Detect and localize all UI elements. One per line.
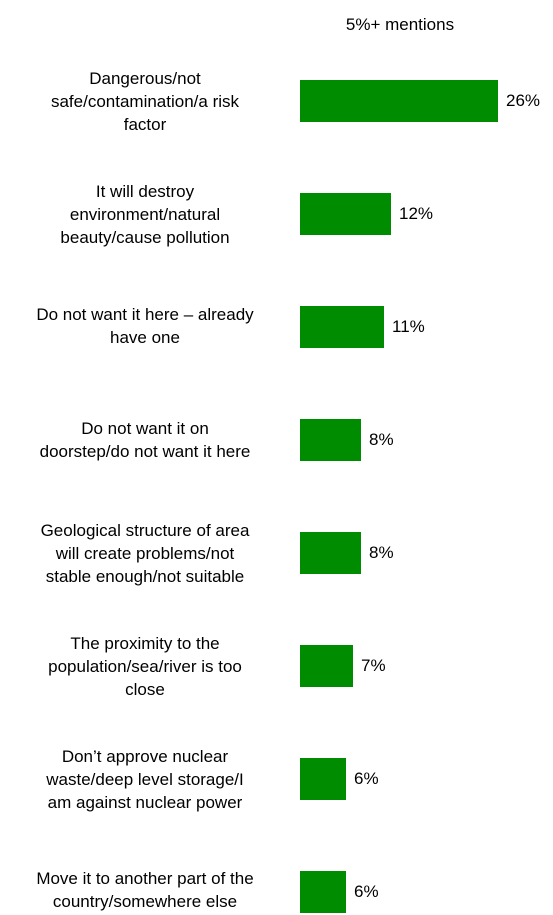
bar-value-label: 8% [369, 430, 394, 449]
bar-value-label: 11% [392, 317, 425, 336]
bar [300, 871, 346, 913]
bar [300, 306, 384, 348]
bar [300, 645, 353, 687]
bar [300, 80, 498, 122]
category-label: Do not want it on doorstep/do not want it… [39, 419, 251, 461]
bar [300, 758, 346, 800]
bar-value-label: 12% [399, 204, 434, 223]
bar-value-label: 26% [506, 91, 541, 110]
bar-value-label: 7% [361, 656, 386, 675]
category-label: Don’t approve nuclear waste/deep level st… [46, 746, 244, 812]
bar [300, 532, 361, 574]
bar-value-label: 6% [354, 882, 379, 901]
category-label: It will destroy environment/natural beauty… [60, 181, 230, 247]
bar-value-label: 8% [369, 543, 394, 562]
category-label: Dangerous/not safe/contamination/a risk fa… [50, 68, 240, 134]
chart-subtitle: 5%+ mentions [345, 15, 455, 34]
category-label: Geological structure of area will create … [40, 520, 250, 586]
bar-value-label: 6% [354, 769, 379, 788]
category-label: Do not want it here – already have one [36, 305, 254, 347]
category-label: Move it to another part of the country/so… [36, 869, 254, 911]
bar [300, 419, 361, 461]
category-label: The proximity to the population/sea/river… [48, 633, 242, 699]
bar [300, 193, 391, 235]
